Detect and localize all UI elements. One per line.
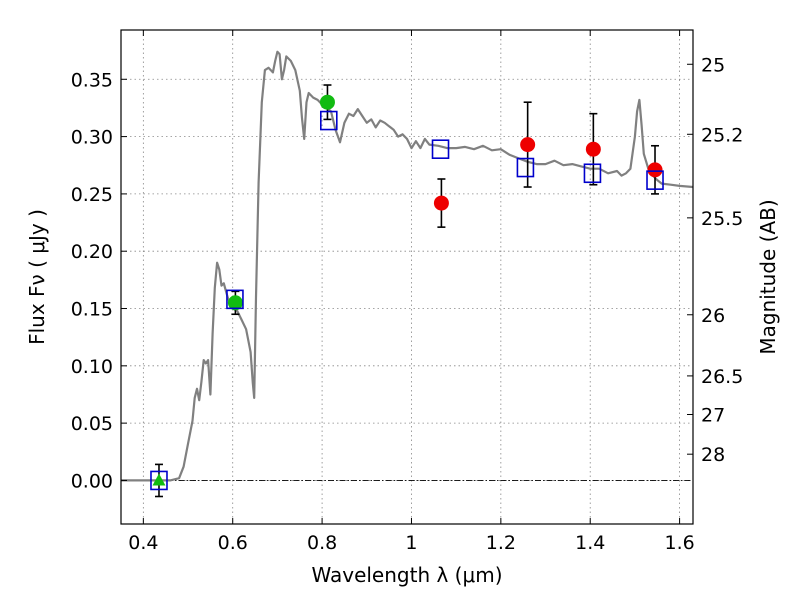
mag-tick-label: 25 [701,54,725,76]
red-data-point [433,195,449,211]
grid [121,30,693,524]
mag-tick-label: 26 [701,305,725,327]
red-data-point [647,162,663,178]
model-photometry-square [431,139,450,160]
mag-tick-label: 25.5 [701,208,743,230]
model-photometry-square [226,289,244,310]
model-photometry-square [516,157,535,178]
x-tick-label: 0.8 [307,532,337,554]
red-data-point [520,137,536,153]
x-tick-label: 1 [405,532,417,554]
y-tick-label: 0.35 [71,69,113,91]
x-tick-label: 1.4 [575,532,605,554]
y-tick-label: 0.15 [71,299,113,321]
x-axis-label: Wavelength λ (μm) [311,563,502,587]
y-tick-label: 0.20 [71,241,113,263]
y-axis-label: Flux Fν ( μJy ) [25,209,49,345]
mag-tick-label: 28 [701,444,725,466]
y-tick-label: 0.30 [71,127,113,149]
model-photometry-square [319,110,338,131]
x-tick-label: 1.6 [664,532,694,554]
model-spectrum-line [121,50,693,482]
axis-ticks: 0.4 0.6 0.8 1 1.2 1.4 1.6 0.00 0.05 0.10 0.15 0.20 0… [71,30,743,554]
mag-tick-label: 27 [701,404,725,426]
mag-tick-label: 25.2 [701,124,743,146]
right-axis-label: Magnitude (AB) [756,199,780,354]
plot-area [121,50,693,498]
x-tick-label: 1.2 [486,532,516,554]
y-tick-label: 0.25 [71,184,113,206]
x-tick-label: 0.4 [128,532,158,554]
model-photometry-square [150,470,168,491]
y-tick-label: 0.00 [71,470,113,492]
y-tick-label: 0.05 [71,413,113,435]
x-tick-label: 0.6 [218,532,248,554]
y-tick-label: 0.10 [71,356,113,378]
model-photometry-square [646,170,664,190]
model-photometry-square [583,163,602,184]
mag-tick-label: 26.5 [701,366,743,388]
axes-frame [120,29,694,525]
green-data-point [227,295,243,311]
red-data-point [585,141,601,157]
green-triangle-point [152,473,166,486]
green-data-point [319,94,335,110]
